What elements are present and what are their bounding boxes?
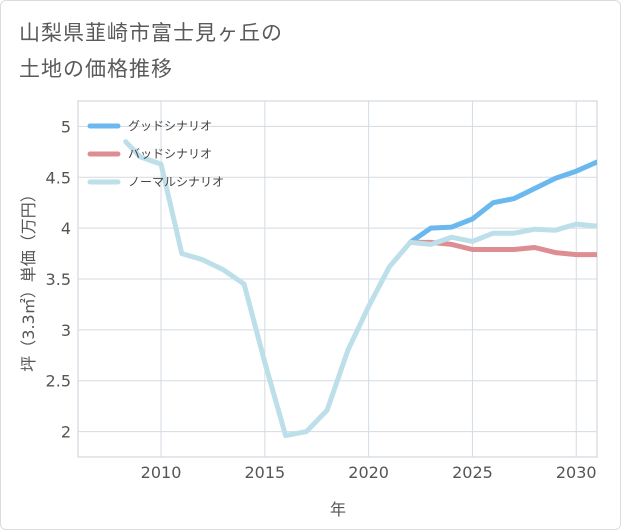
legend-label: ノーマルシナリオ bbox=[128, 175, 224, 189]
x-tick-label: 2010 bbox=[141, 463, 182, 482]
y-tick-label: 4.5 bbox=[46, 168, 71, 187]
x-tick-labels: 2010 2015 2020 2025 2030 bbox=[141, 463, 597, 482]
series-line-2 bbox=[123, 139, 597, 439]
y-tick-label: 2.5 bbox=[46, 372, 71, 391]
y-tick-label: 4 bbox=[61, 219, 71, 238]
x-axis-label: 年 bbox=[330, 500, 346, 519]
legend-label: グッドシナリオ bbox=[128, 119, 212, 133]
series-lines bbox=[123, 139, 597, 439]
y-tick-label: 3 bbox=[61, 321, 71, 340]
y-tick-label: 3.5 bbox=[46, 270, 71, 289]
grid-lines bbox=[78, 101, 597, 457]
y-tick-labels: 2 2.5 3 3.5 4 4.5 5 bbox=[46, 117, 71, 441]
x-tick-label: 2020 bbox=[348, 463, 389, 482]
legend-label: バッドシナリオ bbox=[128, 147, 212, 161]
x-tick-label: 2015 bbox=[244, 463, 285, 482]
y-tick-label: 2 bbox=[61, 423, 71, 442]
x-tick-label: 2025 bbox=[452, 463, 493, 482]
chart-title: 山梨県韮崎市富士見ヶ丘の 土地の価格推移 bbox=[19, 21, 283, 81]
series-line-0 bbox=[407, 159, 597, 245]
y-axis-label: 坪（3.3㎡）単価（万円） bbox=[19, 186, 38, 371]
y-tick-label: 5 bbox=[61, 117, 71, 136]
x-tick-label: 2030 bbox=[556, 463, 597, 482]
